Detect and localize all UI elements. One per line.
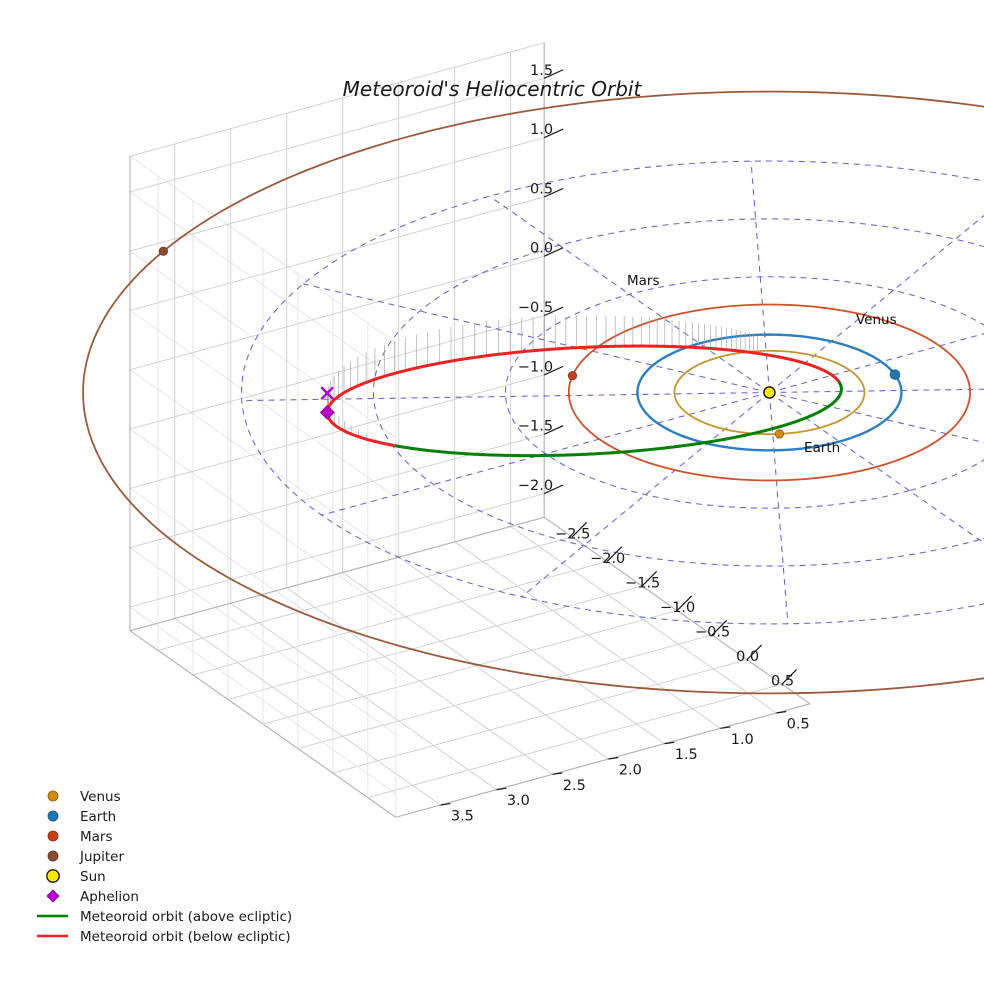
legend-item-label: Mars bbox=[80, 829, 113, 845]
legend-diamond-swatch bbox=[46, 889, 60, 903]
jupiter-orbit-layer bbox=[82, 90, 984, 695]
legend-circle-swatch bbox=[47, 850, 59, 862]
legend-circle-swatch bbox=[47, 790, 59, 802]
legend-item-mars[interactable]: Mars bbox=[47, 829, 113, 845]
z-axis-tick-label-6: 1.0 bbox=[530, 122, 553, 138]
polar-spoke-1 bbox=[768, 392, 789, 624]
aphelion-marker[interactable] bbox=[319, 405, 335, 420]
mars-label: Mars bbox=[627, 273, 660, 289]
body-marker-jupiter[interactable] bbox=[158, 246, 169, 256]
body-marker-mars[interactable] bbox=[567, 370, 578, 381]
y-axis-tick-label-2: 1.5 bbox=[675, 747, 698, 763]
y-axis-tick-label-3: 2.0 bbox=[619, 763, 642, 779]
polar-spoke-3 bbox=[321, 391, 770, 516]
legend-circle-swatch bbox=[46, 869, 60, 883]
legend-item-label: Meteoroid orbit (above ecliptic) bbox=[80, 909, 292, 925]
y-axis-tick-label-5: 3.0 bbox=[507, 793, 530, 809]
legend[interactable]: Venus Earth Mars Jupiter Sun Aphelion Meteoroi… bbox=[37, 789, 292, 945]
legend-item-label: Earth bbox=[80, 809, 116, 825]
x-axis-tick-label-5: 0.0 bbox=[736, 649, 759, 665]
z-axis-tick-label-4: 0.0 bbox=[530, 241, 553, 257]
celestial-bodies-layer[interactable] bbox=[158, 246, 901, 439]
polar-spoke-5 bbox=[303, 283, 770, 393]
orbit-path-mars bbox=[567, 303, 971, 482]
legend-item-label: Sun bbox=[80, 869, 106, 885]
page-title: Meteoroid's Heliocentric Orbit bbox=[343, 77, 643, 101]
body-labels-layer: Mars Venus Earth bbox=[627, 273, 897, 456]
x-axis-tick-label-1: −2.0 bbox=[590, 551, 625, 567]
x-axis-tick-label-0: −2.5 bbox=[555, 526, 590, 542]
x-axis-tick-label-3: −1.0 bbox=[660, 600, 695, 616]
legend-item-label: Jupiter bbox=[79, 849, 124, 865]
y-axis-tick-label-0: 0.5 bbox=[787, 717, 810, 733]
z-axis-tick-label-5: 0.5 bbox=[530, 181, 553, 197]
perihelion-cross-marker[interactable] bbox=[320, 386, 334, 400]
legend-item-jupiter[interactable]: Jupiter bbox=[47, 849, 124, 865]
legend-item-earth[interactable]: Earth bbox=[47, 809, 116, 825]
earth-label: Earth bbox=[804, 440, 840, 456]
z-axis-tick-label-0: −2.0 bbox=[518, 478, 553, 494]
polar-spoke-9 bbox=[769, 333, 984, 393]
z-axis-tick-label-1: −1.5 bbox=[518, 419, 553, 435]
legend-item-venus[interactable]: Venus bbox=[47, 789, 121, 805]
polar-spoke-0 bbox=[769, 392, 984, 544]
polar-spoke-8 bbox=[769, 214, 984, 393]
legend-item-sun[interactable]: Sun bbox=[46, 869, 106, 885]
legend-item-label: Venus bbox=[80, 789, 121, 805]
orbit-path-jupiter bbox=[82, 90, 984, 695]
z-axis-tick-label-7: 1.5 bbox=[530, 63, 553, 79]
orbit-path-venus bbox=[673, 349, 866, 436]
legend-item-label: Meteoroid orbit (below ecliptic) bbox=[80, 929, 291, 945]
polar-spoke-2 bbox=[521, 392, 770, 598]
meteoroid-orbit-segment-below-1 bbox=[325, 344, 841, 447]
polar-spoke-6 bbox=[489, 195, 770, 393]
legend-item-label: Aphelion bbox=[80, 889, 139, 905]
body-marker-sun[interactable] bbox=[763, 386, 776, 399]
x-axis-tick-label-6: 0.5 bbox=[771, 673, 794, 689]
x-axis-tick-label-2: −1.5 bbox=[625, 575, 660, 591]
body-marker-venus[interactable] bbox=[774, 429, 785, 439]
y-axis-tick-label-6: 3.5 bbox=[451, 809, 474, 825]
axes-3d-panes bbox=[129, 42, 811, 818]
y-axis-tick-label-4: 2.5 bbox=[563, 778, 586, 794]
meteoroid-orbit-segment-above-2 bbox=[837, 381, 843, 391]
x-axis-tick-label-4: −0.5 bbox=[695, 624, 730, 640]
legend-item-meteoroid-orbit-below-ecliptic[interactable]: Meteoroid orbit (below ecliptic) bbox=[37, 929, 291, 945]
legend-circle-swatch bbox=[47, 830, 59, 842]
body-marker-earth[interactable] bbox=[889, 369, 901, 380]
z-axis-tick-label-3: −0.5 bbox=[518, 300, 553, 316]
y-axis-tick-label-1: 1.0 bbox=[731, 732, 754, 748]
z-axis-tick-label-2: −1.0 bbox=[518, 359, 553, 375]
meteoroid-orbit-layer bbox=[325, 344, 843, 458]
legend-item-meteoroid-orbit-above-ecliptic[interactable]: Meteoroid orbit (above ecliptic) bbox=[37, 909, 292, 925]
legend-circle-swatch bbox=[47, 810, 59, 822]
meteoroid-orbit-segment-above-0 bbox=[393, 387, 843, 458]
axes-3d-ticks: −2.5−2.0−1.5−1.0−0.50.00.50.51.01.52.02.… bbox=[440, 63, 810, 825]
polar-spoke-11 bbox=[769, 391, 984, 444]
venus-label: Venus bbox=[856, 312, 897, 328]
legend-item-aphelion[interactable]: Aphelion bbox=[46, 889, 139, 905]
